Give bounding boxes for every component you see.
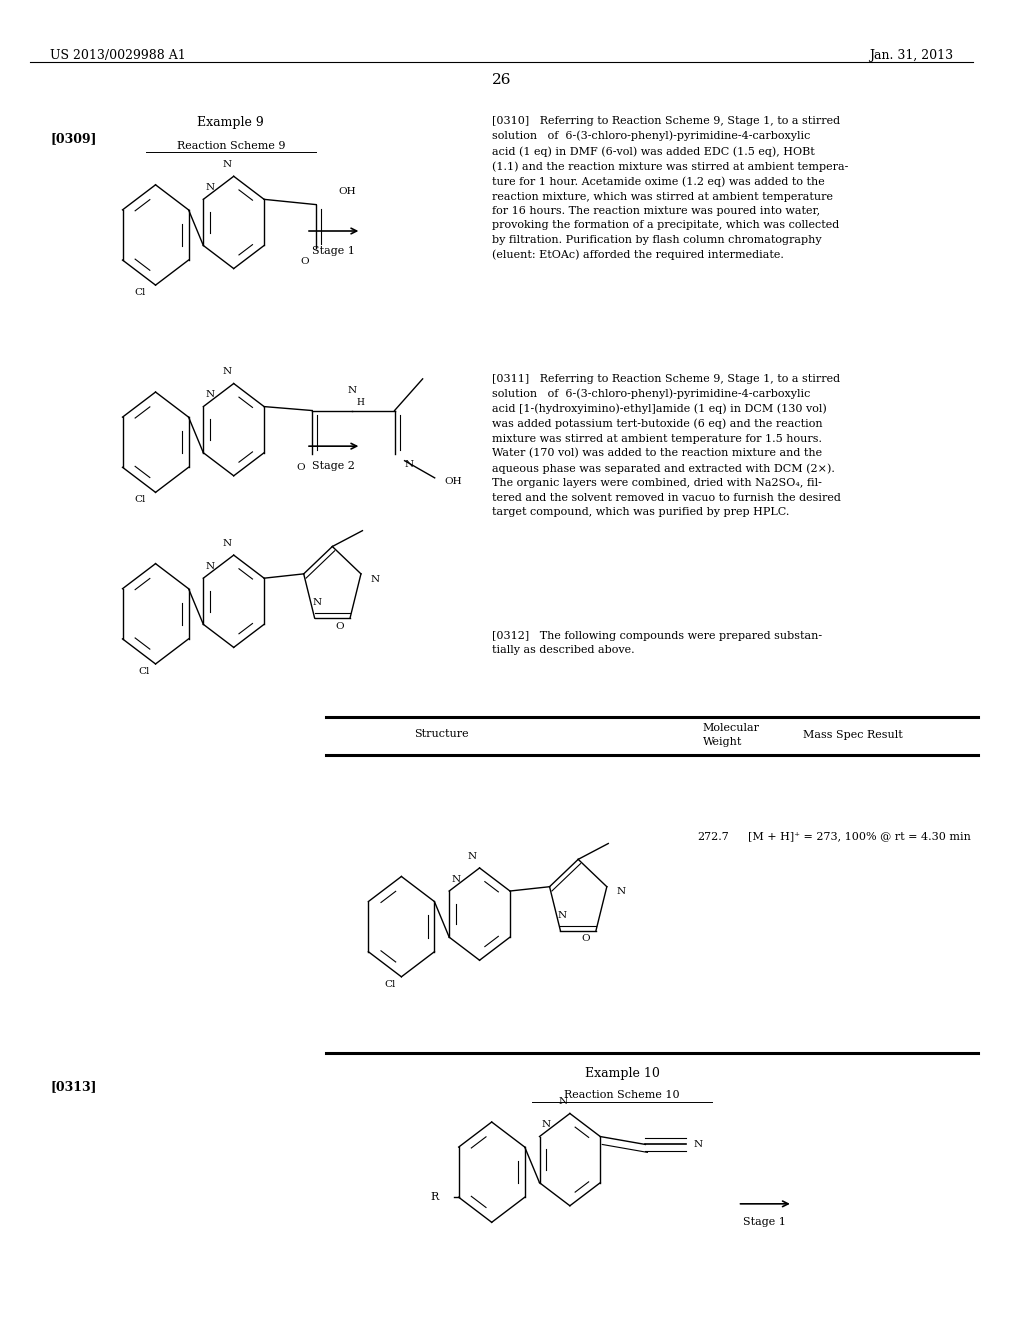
Text: R: R (430, 1192, 438, 1203)
Text: N: N (558, 911, 567, 920)
Text: 272.7: 272.7 (697, 832, 729, 842)
Text: Stage 1: Stage 1 (743, 1217, 786, 1228)
Text: N: N (452, 875, 461, 883)
Text: N: N (468, 851, 477, 861)
Text: N: N (222, 539, 231, 548)
Text: O: O (300, 257, 308, 265)
Text: OH: OH (338, 187, 356, 195)
Text: N: N (371, 574, 380, 583)
Text: Molecular: Molecular (702, 723, 760, 734)
Text: N: N (348, 387, 357, 395)
Text: Example 9: Example 9 (198, 116, 264, 129)
Text: N: N (312, 598, 322, 607)
Text: N: N (542, 1121, 551, 1129)
Text: N: N (558, 1097, 567, 1106)
Text: Stage 2: Stage 2 (311, 461, 354, 471)
Text: [0313]: [0313] (50, 1080, 96, 1093)
Text: Jan. 31, 2013: Jan. 31, 2013 (869, 49, 953, 62)
Text: Cl: Cl (134, 288, 146, 297)
Text: Weight: Weight (702, 737, 741, 747)
Text: Mass Spec Result: Mass Spec Result (803, 730, 902, 741)
Text: Cl: Cl (138, 667, 150, 676)
Text: US 2013/0029988 A1: US 2013/0029988 A1 (50, 49, 186, 62)
Text: Example 10: Example 10 (585, 1067, 659, 1080)
Text: Structure: Structure (415, 729, 469, 739)
Text: N: N (404, 461, 414, 469)
Text: Stage 1: Stage 1 (311, 246, 354, 256)
Text: 26: 26 (492, 73, 512, 87)
Text: O: O (582, 935, 590, 944)
Text: Cl: Cl (384, 979, 395, 989)
Text: [0311]   Referring to Reaction Scheme 9, Stage 1, to a stirred
solution   of  6-: [0311] Referring to Reaction Scheme 9, S… (492, 374, 841, 517)
Text: Reaction Scheme 10: Reaction Scheme 10 (564, 1090, 680, 1101)
Text: [0309]: [0309] (50, 132, 96, 145)
Text: N: N (206, 183, 215, 191)
Text: N: N (693, 1140, 702, 1148)
Text: [0310]   Referring to Reaction Scheme 9, Stage 1, to a stirred
solution   of  6-: [0310] Referring to Reaction Scheme 9, S… (492, 116, 848, 260)
Text: O: O (336, 622, 344, 631)
Text: Reaction Scheme 9: Reaction Scheme 9 (176, 141, 285, 152)
Text: N: N (222, 160, 231, 169)
Text: N: N (206, 391, 215, 399)
Text: O: O (296, 463, 304, 471)
Text: N: N (206, 562, 215, 570)
Text: N: N (616, 887, 626, 896)
Text: H: H (356, 399, 365, 407)
Text: [0312]   The following compounds were prepared substan-
tially as described abov: [0312] The following compounds were prep… (492, 631, 822, 655)
Text: N: N (222, 367, 231, 376)
Text: Cl: Cl (134, 495, 146, 504)
Text: [M + H]⁺ = 273, 100% @ rt = 4.30 min: [M + H]⁺ = 273, 100% @ rt = 4.30 min (748, 832, 971, 842)
Text: OH: OH (444, 478, 463, 486)
